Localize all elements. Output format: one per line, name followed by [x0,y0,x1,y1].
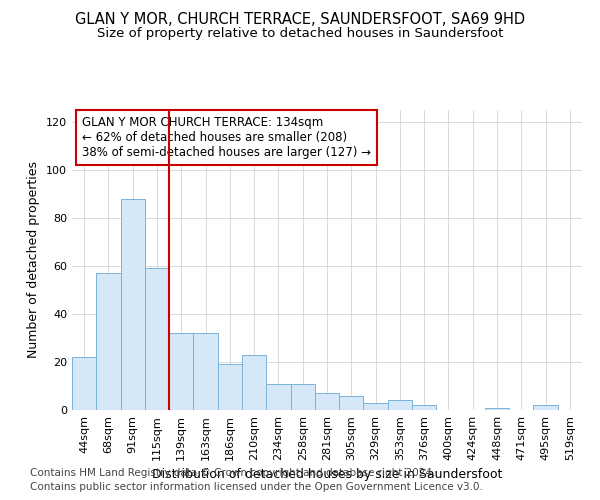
Bar [339,396,364,410]
Bar [96,273,121,410]
Text: Contains HM Land Registry data © Crown copyright and database right 2024.: Contains HM Land Registry data © Crown c… [30,468,436,477]
Bar [412,405,436,410]
Bar [533,405,558,410]
Bar [266,384,290,410]
Bar [169,333,193,410]
Text: GLAN Y MOR CHURCH TERRACE: 134sqm
← 62% of detached houses are smaller (208)
38%: GLAN Y MOR CHURCH TERRACE: 134sqm ← 62% … [82,116,371,159]
Text: Size of property relative to detached houses in Saundersfoot: Size of property relative to detached ho… [97,28,503,40]
Bar [315,393,339,410]
Bar [242,355,266,410]
Bar [72,357,96,410]
Bar [364,403,388,410]
Bar [121,199,145,410]
X-axis label: Distribution of detached houses by size in Saundersfoot: Distribution of detached houses by size … [152,468,502,481]
Text: GLAN Y MOR, CHURCH TERRACE, SAUNDERSFOOT, SA69 9HD: GLAN Y MOR, CHURCH TERRACE, SAUNDERSFOOT… [75,12,525,28]
Bar [145,268,169,410]
Bar [193,333,218,410]
Text: Contains public sector information licensed under the Open Government Licence v3: Contains public sector information licen… [30,482,483,492]
Bar [485,408,509,410]
Bar [290,384,315,410]
Bar [388,400,412,410]
Y-axis label: Number of detached properties: Number of detached properties [28,162,40,358]
Bar [218,364,242,410]
